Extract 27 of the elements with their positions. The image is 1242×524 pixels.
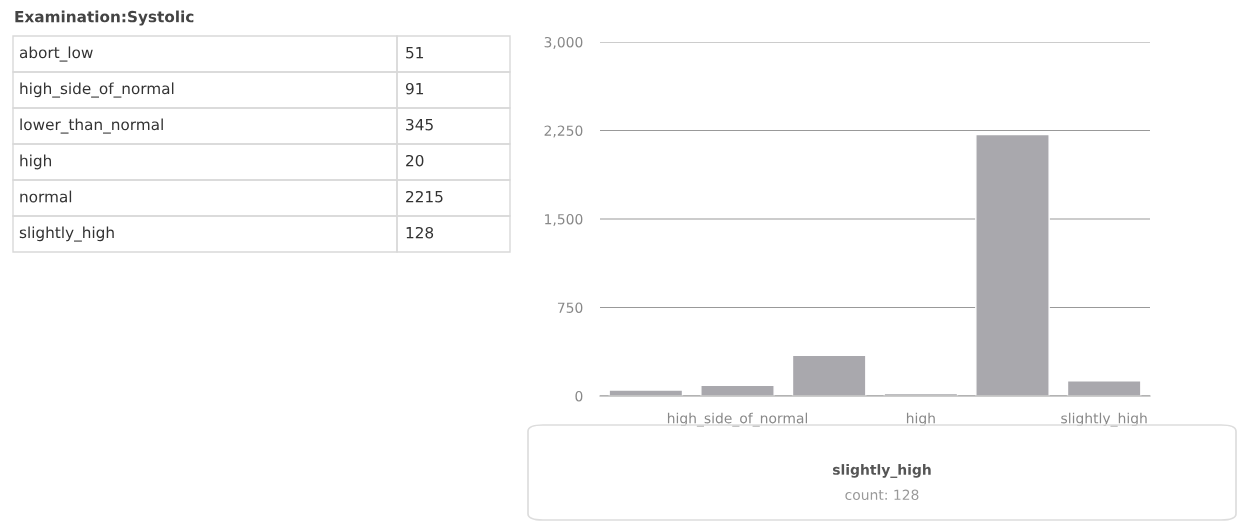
- category-label: high_side_of_normal: [20, 82, 174, 98]
- text: count: 128: [845, 489, 919, 501]
- y-tick-label: 2,250: [544, 125, 583, 138]
- y-tick-label: 3,000: [544, 36, 583, 49]
- data-label: 51: [406, 47, 424, 59]
- bar: [1066, 380, 1142, 396]
- y-tick-label: 1,500: [545, 213, 583, 226]
- y-tick-label: 0: [575, 390, 583, 402]
- x-tick-label: high_side_of_normal: [667, 412, 808, 427]
- category-label: abort_low: [19, 46, 93, 62]
- bar: [975, 133, 1050, 396]
- category-label: lower_than_normal: [20, 118, 163, 134]
- data-label: 2215: [406, 190, 443, 203]
- bar: [608, 389, 684, 396]
- category-label: slightly_high: [19, 226, 114, 242]
- data-label: 20: [406, 154, 424, 167]
- category-label: normal: [20, 190, 72, 203]
- category-label: high: [20, 154, 52, 170]
- x-tick-label: high: [906, 412, 935, 427]
- bar: [791, 354, 867, 396]
- data-label: 128: [406, 226, 434, 239]
- text: Examination:Systolic: [15, 10, 194, 26]
- data-label: 91: [405, 82, 424, 95]
- data-label: 345: [406, 118, 433, 131]
- y-tick-label: 750: [557, 302, 583, 313]
- x-tick-label: slightly_high: [1061, 412, 1147, 427]
- text: slightly_high: [832, 464, 931, 478]
